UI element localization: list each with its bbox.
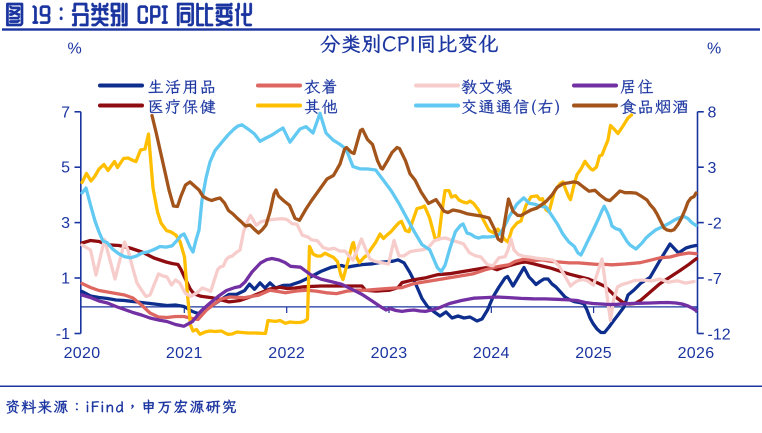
svg-text:3: 3 <box>61 215 70 232</box>
svg-text:2025: 2025 <box>575 345 612 362</box>
svg-text:2021: 2021 <box>166 345 203 362</box>
svg-text:3: 3 <box>708 160 717 177</box>
svg-text:5: 5 <box>61 160 70 177</box>
svg-text:-12: -12 <box>708 326 731 343</box>
svg-text:%: % <box>707 41 721 58</box>
svg-text:-1: -1 <box>56 326 70 343</box>
svg-text:2026: 2026 <box>678 345 715 362</box>
svg-text:1: 1 <box>61 271 70 288</box>
svg-text:8: 8 <box>708 105 717 122</box>
svg-text:%: % <box>68 41 82 58</box>
svg-text:-2: -2 <box>708 215 722 232</box>
svg-text:2020: 2020 <box>64 345 101 362</box>
svg-text:7: 7 <box>61 104 70 121</box>
svg-text:2022: 2022 <box>268 345 305 362</box>
svg-text:2023: 2023 <box>371 345 408 362</box>
svg-text:-7: -7 <box>708 271 722 288</box>
svg-text:2024: 2024 <box>473 345 510 362</box>
